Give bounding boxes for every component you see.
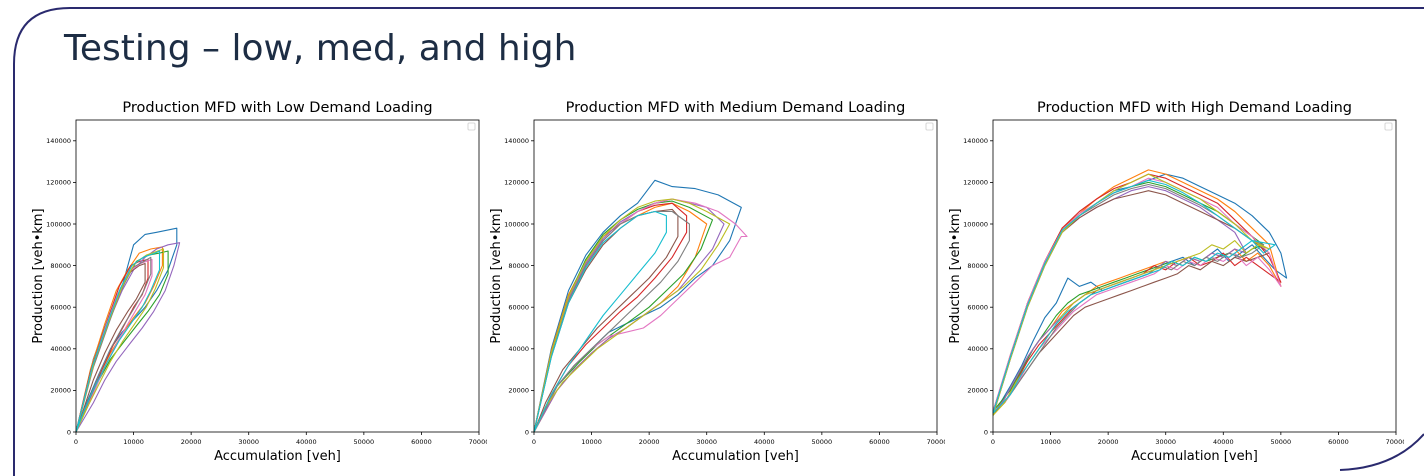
- chart-title: Production MFD with Medium Demand Loadin…: [566, 100, 906, 116]
- series-line-9: [533, 198, 731, 433]
- series-line-2: [75, 246, 163, 433]
- series-line-5: [533, 198, 725, 433]
- series-line-6: [992, 190, 1270, 414]
- chart-svg: Production MFD with High Demand Loading 0…: [948, 100, 1404, 464]
- series-line-4: [75, 258, 149, 433]
- x-tick-label: 30000: [1155, 438, 1176, 446]
- y-tick-label: 100000: [504, 220, 529, 228]
- y-tick-label: 40000: [508, 345, 529, 353]
- y-tick-label: 120000: [504, 179, 529, 187]
- series-line-8: [992, 183, 1265, 414]
- series-line-9: [75, 248, 165, 433]
- x-tick-label: 50000: [1271, 438, 1292, 446]
- series-line-10: [75, 250, 161, 433]
- y-tick-label: 20000: [967, 387, 988, 395]
- legend-box: [925, 122, 934, 131]
- chart-low-demand: Production MFD with Low Demand Loading 0 1…: [22, 95, 487, 470]
- x-tick-label: 10000: [1040, 438, 1061, 446]
- x-tick-label: 20000: [1098, 438, 1119, 446]
- y-tick-label: 80000: [967, 262, 988, 270]
- chart-high-demand: Production MFD with High Demand Loading 0…: [939, 95, 1404, 470]
- series-line-7: [992, 177, 1282, 412]
- series-line-8: [75, 256, 152, 433]
- y-tick-label: 20000: [508, 387, 529, 395]
- x-tick-label: 60000: [1328, 438, 1349, 446]
- chart-medium-demand: Production MFD with Medium Demand Loadin…: [480, 95, 945, 470]
- x-tick-label: 20000: [181, 438, 202, 446]
- x-tick-label: 50000: [812, 438, 833, 446]
- y-tick-label: 60000: [50, 304, 71, 312]
- y-tick-label: 100000: [46, 220, 71, 228]
- x-tick-label: 10000: [123, 438, 144, 446]
- y-axis-label: Production [veh•km]: [489, 208, 504, 343]
- chart-title: Production MFD with High Demand Loading: [1037, 100, 1352, 116]
- y-tick-label: 0: [984, 428, 988, 436]
- x-tick-label: 10000: [581, 438, 602, 446]
- y-tick-label: 140000: [46, 137, 71, 145]
- y-tick-label: 60000: [508, 304, 529, 312]
- x-tick-label: 40000: [1213, 438, 1234, 446]
- y-tick-label: 140000: [504, 137, 529, 145]
- y-tick-label: 0: [67, 428, 71, 436]
- x-tick-label: 40000: [296, 438, 317, 446]
- series-line-9: [992, 173, 1270, 416]
- y-tick-label: 40000: [967, 345, 988, 353]
- y-tick-label: 40000: [50, 345, 71, 353]
- series-line-5: [992, 186, 1247, 416]
- x-axis-label: Accumulation [veh]: [1131, 449, 1258, 464]
- x-tick-label: 40000: [754, 438, 775, 446]
- chart-title: Production MFD with Low Demand Loading: [122, 100, 432, 116]
- y-tick-label: 60000: [967, 304, 988, 312]
- y-tick-label: 0: [525, 428, 529, 436]
- x-tick-label: 30000: [238, 438, 259, 446]
- series-line-3: [992, 181, 1265, 412]
- series-line-1: [992, 173, 1288, 416]
- x-tick-label: 20000: [639, 438, 660, 446]
- x-axis-label: Accumulation [veh]: [672, 449, 799, 464]
- series-group: [75, 227, 181, 433]
- slide-title: Testing – low, med, and high: [64, 28, 577, 69]
- y-tick-label: 80000: [508, 262, 529, 270]
- y-tick-label: 20000: [50, 387, 71, 395]
- y-tick-label: 80000: [50, 262, 71, 270]
- series-line-7: [533, 198, 748, 433]
- y-tick-label: 120000: [46, 179, 71, 187]
- x-tick-label: 0: [991, 438, 995, 446]
- chart-svg: Production MFD with Low Demand Loading 0 1…: [31, 100, 487, 464]
- series-group: [992, 169, 1288, 416]
- x-tick-label: 60000: [869, 438, 890, 446]
- chart-svg: Production MFD with Medium Demand Loadin…: [489, 100, 945, 464]
- series-line-2: [992, 169, 1282, 414]
- series-line-10: [533, 210, 667, 433]
- series-line-5: [75, 242, 181, 433]
- y-axis-label: Production [veh•km]: [31, 208, 46, 343]
- y-tick-label: 140000: [963, 137, 988, 145]
- y-axis-label: Production [veh•km]: [948, 208, 963, 343]
- plot-frame: [75, 119, 480, 433]
- slide-border: [13, 7, 1424, 476]
- legend-box: [467, 122, 476, 131]
- x-tick-label: 60000: [411, 438, 432, 446]
- series-line-2: [533, 202, 708, 433]
- x-tick-label: 30000: [696, 438, 717, 446]
- series-line-6: [533, 208, 679, 433]
- x-tick-label: 0: [74, 438, 78, 446]
- x-tick-label: 0: [532, 438, 536, 446]
- series-line-8: [533, 210, 690, 433]
- x-tick-label: 50000: [354, 438, 375, 446]
- series-group: [533, 179, 748, 433]
- legend-box: [1384, 122, 1393, 131]
- series-line-10: [992, 179, 1276, 414]
- x-axis-label: Accumulation [veh]: [214, 449, 341, 464]
- plot-frame: [533, 119, 938, 433]
- y-tick-label: 100000: [963, 220, 988, 228]
- series-line-4: [992, 173, 1282, 414]
- y-tick-label: 120000: [963, 179, 988, 187]
- plot-frame: [992, 119, 1397, 433]
